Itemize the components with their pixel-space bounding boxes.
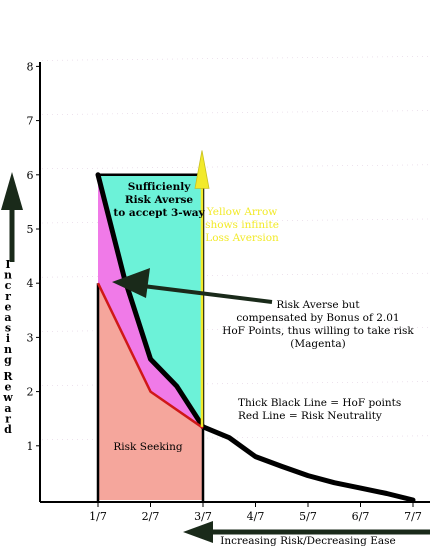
cyan-label-line-3: to accept 3-way xyxy=(113,207,205,219)
x-tick-label: 3/7 xyxy=(194,510,212,523)
yellow-arrow-head xyxy=(194,150,210,189)
averse-label-line-4: (Magenta) xyxy=(290,338,345,350)
reward-arrow-icon xyxy=(1,172,23,262)
series-hof-points xyxy=(95,172,416,503)
x-ticks: 1/7 2/7 3/7 4/7 5/7 6/7 7/7 xyxy=(89,502,422,523)
x-tick-label: 1/7 xyxy=(89,510,107,523)
y-label-letter: e xyxy=(5,300,12,313)
y-tick-label: 1 xyxy=(27,440,34,453)
y-tick-label: 2 xyxy=(27,386,34,399)
averse-label-line-2: compensated by Bonus of 2.01 xyxy=(236,312,399,324)
y-tick-label: 7 xyxy=(27,115,34,128)
risk-seeking-label: Risk Seeking xyxy=(113,441,182,453)
y-label-letter: n xyxy=(4,269,12,282)
averse-label-line-3: HoF Points, thus willing to take risk xyxy=(222,325,414,337)
y-tick-label: 5 xyxy=(27,223,34,236)
risk-arrow-icon xyxy=(183,521,430,543)
y-label-letter: I xyxy=(5,258,10,271)
y-label-letter: i xyxy=(6,332,10,345)
x-tick-label: 6/7 xyxy=(352,510,370,523)
y-label-letter: a xyxy=(4,311,11,324)
averse-label-line-1: Risk Averse but xyxy=(276,299,360,311)
y-label-letter: r xyxy=(5,412,11,425)
x-axis-label: Increasing Risk/Decreasing Ease xyxy=(220,535,396,547)
y-tick-label: 4 xyxy=(27,277,34,290)
y-label-letter: s xyxy=(5,322,11,335)
yellow-label-line-1: Yellow Arrow xyxy=(206,206,278,218)
series-risk-neutrality xyxy=(96,282,204,429)
y-label-letter: e xyxy=(5,381,12,394)
y-tick-label: 6 xyxy=(27,169,34,182)
y-tick-label: 8 xyxy=(27,60,34,73)
y-label-letter: R xyxy=(3,370,13,383)
x-tick-label: 2/7 xyxy=(142,510,160,523)
y-label-letter: r xyxy=(5,290,11,303)
yellow-label-line-2: shows infinite xyxy=(205,219,279,231)
y-label-letter: a xyxy=(4,402,11,415)
x-tick-label: 4/7 xyxy=(247,510,265,523)
x-tick-label: 5/7 xyxy=(299,510,317,523)
yellow-label-line-3: Loss Aversion xyxy=(205,232,279,244)
x-tick-label: 7/7 xyxy=(404,510,422,523)
y-label-letter: g xyxy=(4,353,12,366)
pointer-arrow-icon xyxy=(112,268,273,304)
y-ticks: 1 2 3 4 5 6 7 8 xyxy=(27,60,40,453)
y-label-letter: d xyxy=(4,423,12,436)
legend-line-2: Red Line = Risk Neutrality xyxy=(238,410,382,422)
y-tick-label: 3 xyxy=(27,331,34,344)
cyan-label-line-1: Sufficienly xyxy=(128,181,192,193)
magenta-region xyxy=(98,174,203,428)
cyan-label-line-2: Risk Averse xyxy=(125,194,194,206)
y-label-letter: c xyxy=(5,279,12,292)
y-label-letter: n xyxy=(4,343,12,356)
legend-line-1: Thick Black Line = HoF points xyxy=(238,397,401,409)
risk-averse-region xyxy=(98,174,203,427)
y-label-letter: w xyxy=(2,391,13,404)
